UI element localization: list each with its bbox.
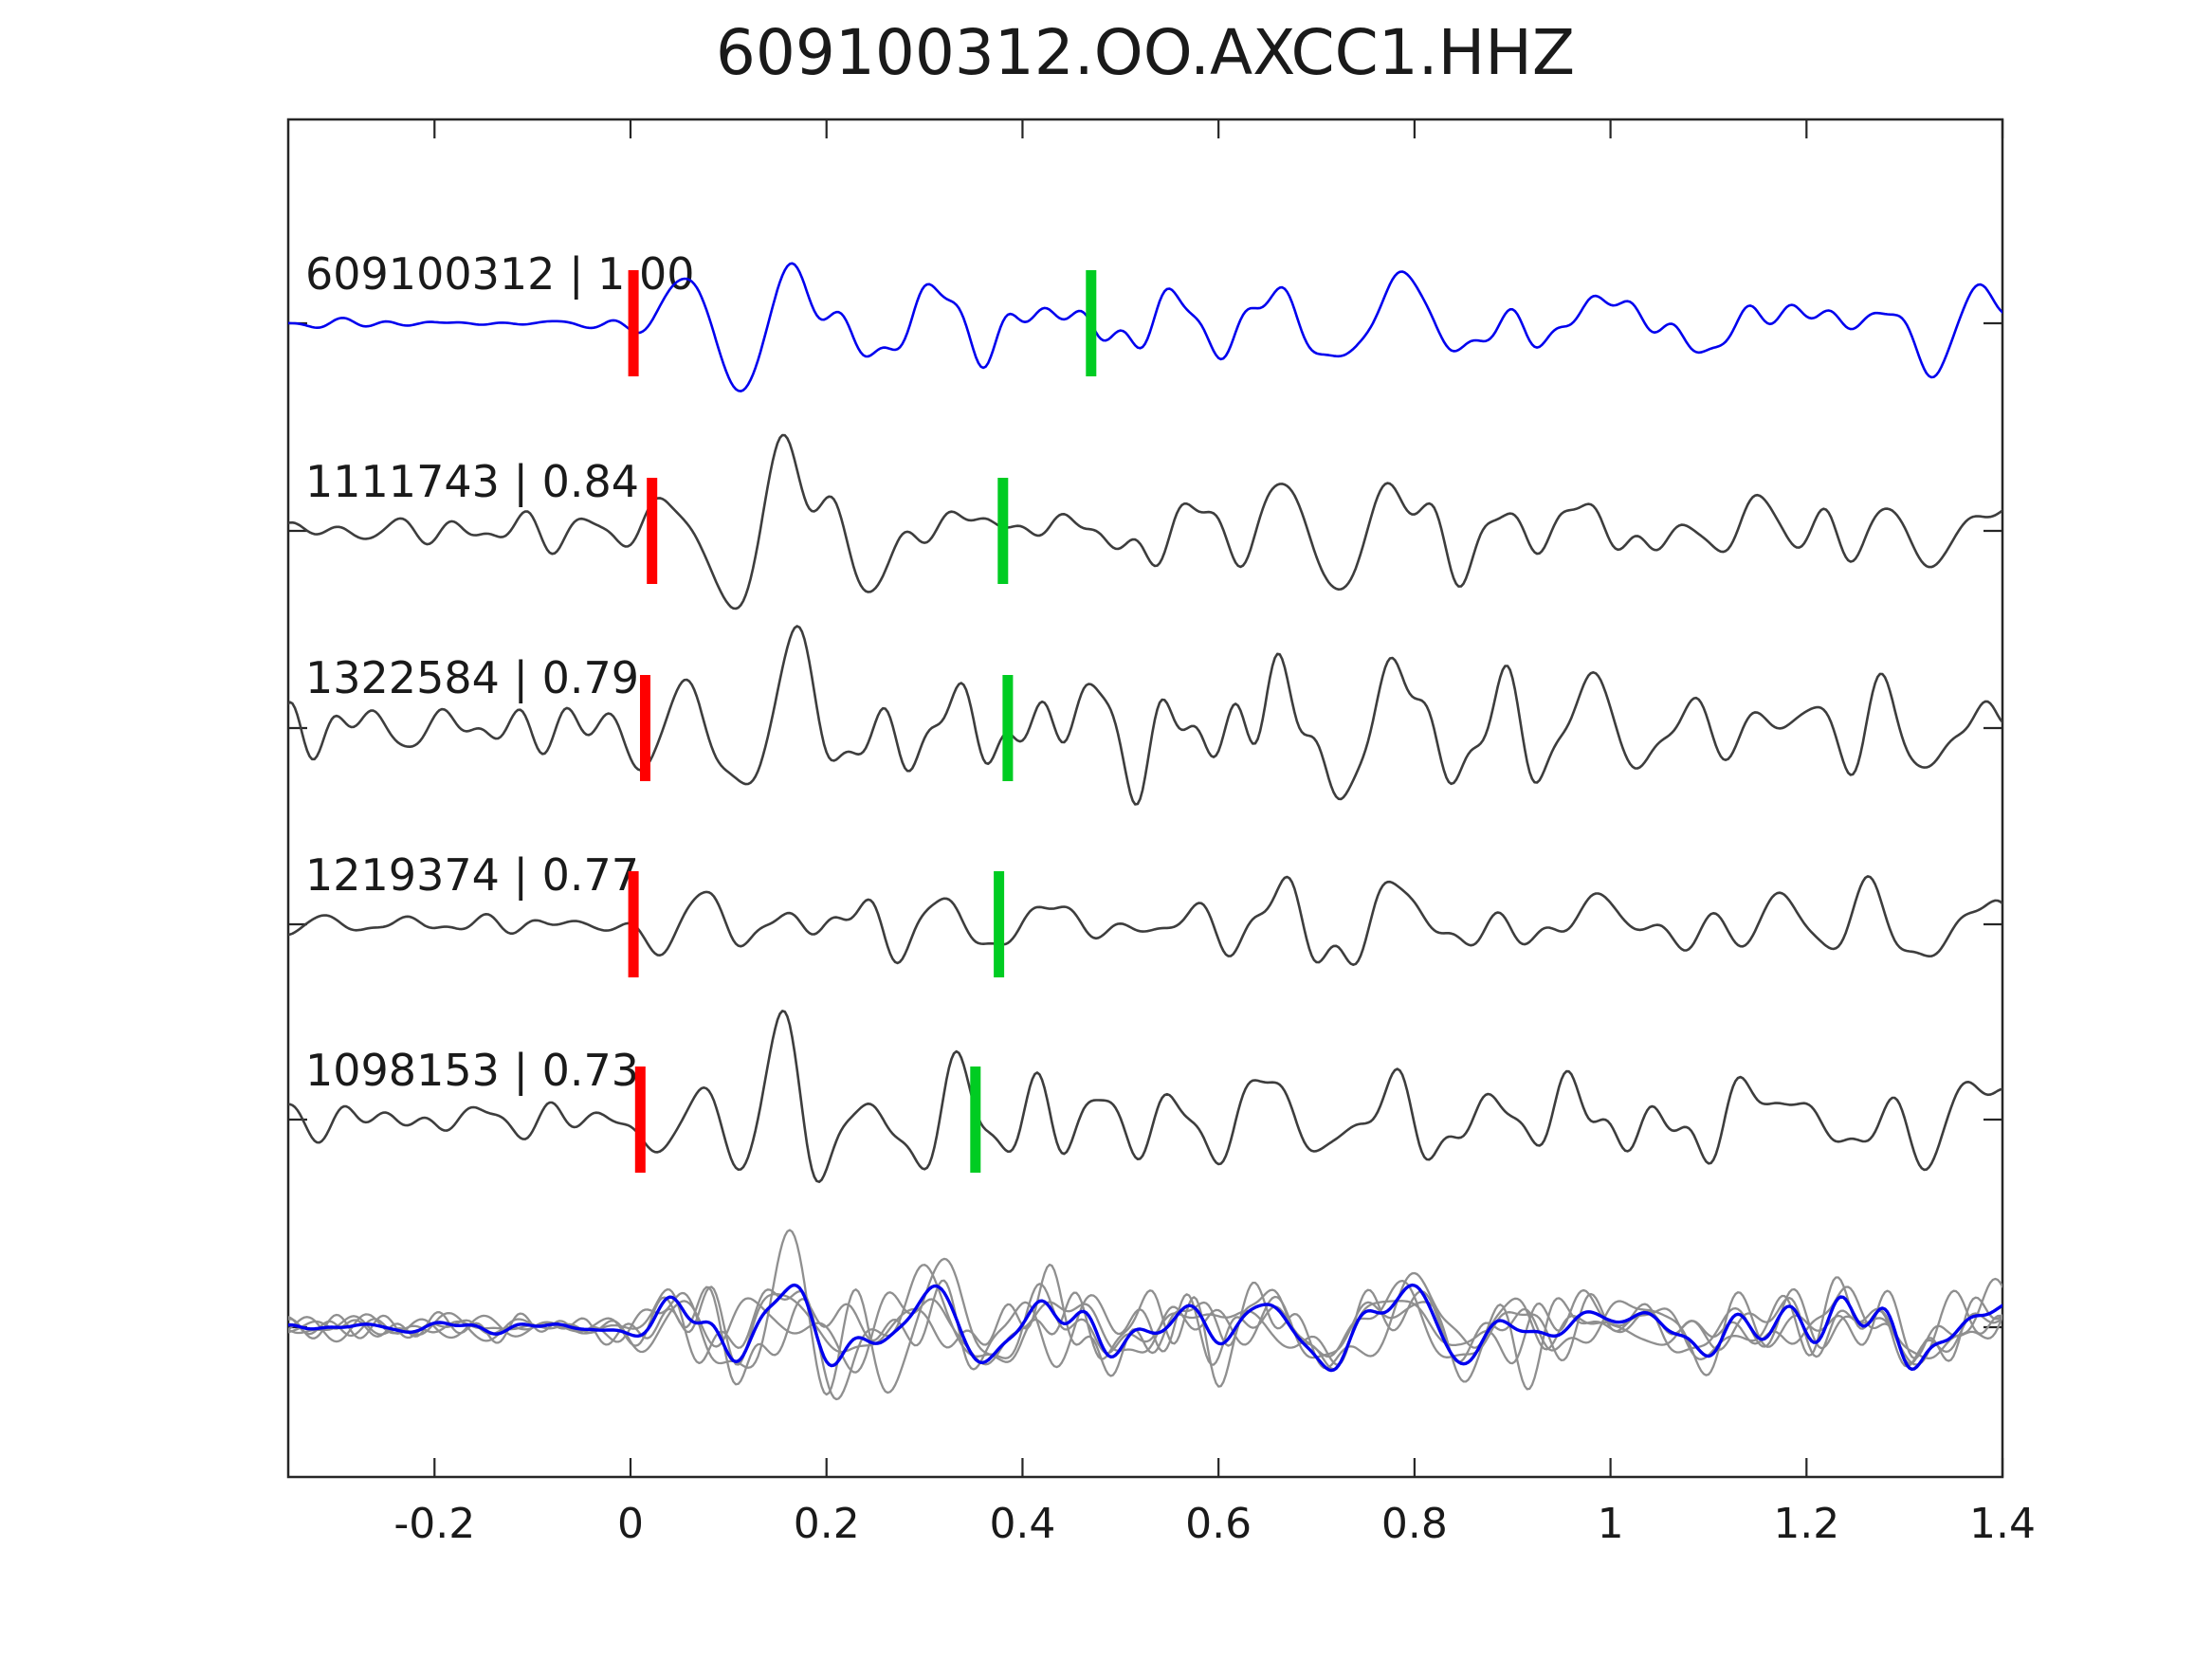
- red-pick-marker: [628, 270, 639, 376]
- x-tick-label: 0.4: [989, 1500, 1055, 1548]
- waveform-trace-1111743: [288, 433, 2002, 611]
- red-pick-marker: [640, 675, 650, 781]
- trace-label-2: 1111743 | 0.84: [305, 456, 639, 508]
- waveform-trace-1219374: [288, 875, 2002, 966]
- red-pick-marker: [628, 871, 639, 977]
- x-tick-label: 0.2: [794, 1500, 860, 1548]
- x-tick-label: 1.2: [1773, 1500, 1839, 1548]
- overlay-stack-trace: [288, 1283, 2002, 1373]
- green-pick-marker: [994, 871, 1005, 977]
- plot-title: 609100312.OO.AXCC1.HHZ: [716, 16, 1575, 89]
- green-pick-marker: [970, 1066, 981, 1173]
- x-tick-label: -0.2: [393, 1500, 475, 1548]
- x-tick-label: 0.6: [1185, 1500, 1252, 1548]
- pick-markers: [628, 270, 1097, 1173]
- green-pick-marker: [1086, 270, 1097, 376]
- trace-label-4: 1219374 | 0.77: [305, 849, 639, 902]
- green-pick-marker: [1002, 675, 1014, 781]
- x-tick-label: 0.8: [1381, 1500, 1448, 1548]
- red-pick-marker: [647, 478, 658, 584]
- overlay-member-trace: [288, 1264, 2002, 1401]
- x-tick-labels: -0.2 0 0.2 0.4 0.6 0.8 1 1.2 1.4: [393, 1500, 2036, 1548]
- x-tick-label: 1: [1598, 1500, 1624, 1548]
- plot-border: [286, 118, 2004, 1479]
- waveform-trace-1322584: [288, 625, 2002, 806]
- axis-ticks: [288, 119, 2004, 1477]
- x-tick-label: 0: [617, 1500, 644, 1548]
- trace-label-3: 1322584 | 0.79: [305, 652, 639, 704]
- waveform-trace-609100312: [288, 262, 2002, 392]
- red-pick-marker: [634, 1066, 646, 1173]
- x-tick-label: 1.4: [1969, 1500, 2036, 1548]
- overlay-member-trace: [288, 1263, 2002, 1391]
- waveform-traces: [288, 262, 2002, 1401]
- overlay-member-trace: [288, 1287, 2002, 1383]
- waveform-trace-1098153: [288, 1010, 2002, 1183]
- trace-label-5: 1098153 | 0.73: [305, 1045, 639, 1097]
- green-pick-marker: [997, 478, 1009, 584]
